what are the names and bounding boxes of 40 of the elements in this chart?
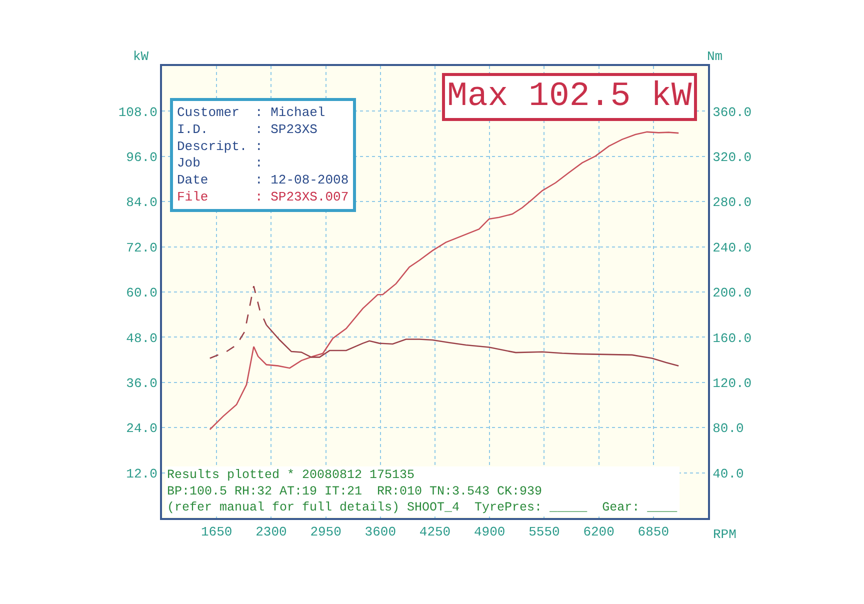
x-tick-label: 4900 — [474, 524, 506, 540]
y2-tick-label: 40.0 — [712, 466, 744, 482]
y-tick-label: 72.0 — [126, 240, 158, 256]
y2-tick-label: 80.0 — [712, 421, 744, 436]
chart-title: Max 102.5 kW — [447, 78, 692, 116]
y2-tick-label: 120.0 — [712, 376, 752, 391]
x-tick-label: 6200 — [583, 524, 614, 540]
y2-tick-label: 160.0 — [712, 330, 752, 346]
y2-tick-label: 200.0 — [712, 286, 752, 301]
annotation: Descript. : — [177, 138, 263, 154]
annotation: Results plotted * 20080812 175135 — [167, 468, 415, 482]
annotation: File : SP23XS.007 — [177, 190, 349, 204]
y2-tick-label: 280.0 — [712, 195, 752, 210]
y-tick-label: 24.0 — [126, 421, 158, 436]
annotation: Customer : Michael — [177, 105, 326, 120]
x-tick-label: 5550 — [528, 524, 560, 540]
annotation: I.D. : SP23XS — [177, 122, 318, 137]
annotation: Date : 12-08-2008 — [177, 172, 349, 188]
y2-tick-label: 320.0 — [712, 150, 752, 165]
y-tick-label: 36.0 — [126, 376, 158, 391]
y-axis-title: kW — [133, 49, 149, 64]
y-tick-label: 108.0 — [118, 104, 158, 120]
y-tick-label: 84.0 — [126, 195, 158, 210]
x-axis-title: RPM — [713, 527, 736, 542]
x-tick-label: 1650 — [200, 524, 232, 540]
annotation: BP:100.5 RH:32 AT:19 IT:21 RR:010 TN:3.543 CK:939 — [167, 484, 542, 498]
y2-tick-label: 240.0 — [712, 240, 752, 256]
y-tick-label: 48.0 — [126, 330, 158, 346]
x-tick-label: 4250 — [419, 524, 451, 540]
y2-axis-title: Nm — [707, 49, 723, 64]
y-tick-label: 12.0 — [126, 466, 158, 482]
x-tick-label: 3600 — [364, 524, 396, 540]
y-tick-label: 60.0 — [126, 286, 158, 301]
y-tick-label: 96.0 — [126, 150, 158, 165]
x-tick-label: 2950 — [310, 524, 342, 540]
annotation: Job : — [177, 156, 263, 171]
x-tick-label: 6850 — [638, 524, 670, 540]
y2-tick-label: 360.0 — [712, 104, 752, 120]
annotation: (refer manual for full details) SHOOT_4 TyrePres: _____ Gear: ____ — [167, 500, 678, 514]
x-tick-label: 2300 — [256, 524, 287, 540]
